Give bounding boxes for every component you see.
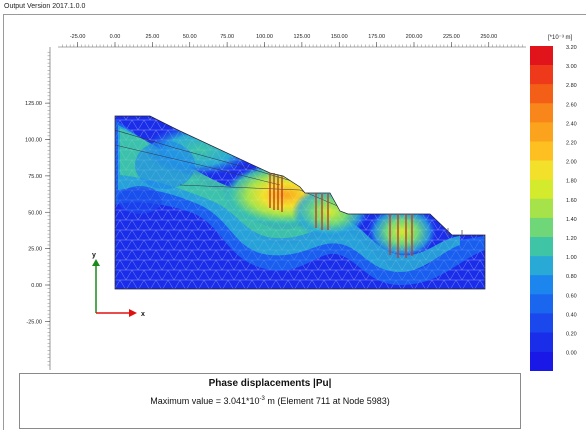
legend-swatch xyxy=(530,179,553,200)
y-tick-label: 25.00 xyxy=(28,247,42,253)
output-plot-frame xyxy=(3,14,586,430)
y-tick-label: 75.00 xyxy=(28,174,42,180)
y-tick-label: -25.00 xyxy=(26,319,42,325)
y-tick-label: 50.00 xyxy=(28,210,42,216)
legend-swatch xyxy=(530,84,553,104)
legend-value-label: 0.40 xyxy=(566,312,577,318)
legend-swatch xyxy=(530,332,553,352)
legend-value-label: 3.00 xyxy=(566,64,577,70)
legend-value-label: 1.00 xyxy=(566,255,577,261)
x-tick-label: 225.00 xyxy=(443,34,460,40)
legend-swatch xyxy=(530,46,553,66)
legend-swatch xyxy=(530,122,553,142)
legend-value-label: 1.60 xyxy=(566,198,577,204)
result-info-box: Phase displacements |Pu| Maximum value =… xyxy=(19,373,521,429)
y-tick-label: 100.00 xyxy=(25,138,42,144)
legend-swatch xyxy=(530,351,553,371)
y-tick-label: 0.00 xyxy=(31,283,42,289)
x-tick-label: 75.00 xyxy=(220,34,234,40)
axis-indicator: y x xyxy=(92,252,145,318)
max-value-text: Maximum value = 3.041*10-3 m (Element 71… xyxy=(150,396,390,406)
x-tick-label: 100.00 xyxy=(256,34,273,40)
legend-swatch xyxy=(530,275,553,295)
x-tick-label: 175.00 xyxy=(368,34,385,40)
legend-swatch xyxy=(530,256,553,276)
legend-value-label: 1.80 xyxy=(566,179,577,185)
legend-swatch xyxy=(530,103,553,123)
legend-unit-label: [*10⁻³ m] xyxy=(548,35,573,41)
x-tick-label: 50.00 xyxy=(183,34,197,40)
x-tick-label: 0.00 xyxy=(110,34,121,40)
legend-value-label: 2.40 xyxy=(566,121,577,127)
legend-value-label: 1.20 xyxy=(566,236,577,242)
legend-swatch xyxy=(530,65,553,85)
legend-value-label: 2.20 xyxy=(566,141,577,147)
legend-swatch xyxy=(530,313,553,333)
legend-value-label: 2.60 xyxy=(566,102,577,108)
legend-swatch xyxy=(530,141,553,161)
x-tick-label: 200.00 xyxy=(406,34,423,40)
color-legend: [*10⁻³ m] 3.20 3.00 2.80 2.60 2.40 2.20 2.00 1.… xyxy=(530,35,577,371)
y-ruler: 125.00 100.00 75.00 50.00 25.00 0.00 -25.00 xyxy=(25,47,51,370)
x-ruler: -25.00 0.00 25.00 50.00 75.00 100.00 125.00 150… xyxy=(58,34,526,48)
legend-value-label: 2.00 xyxy=(566,160,577,166)
legend-value-label: 0.20 xyxy=(566,332,577,338)
y-tick-label: 125.00 xyxy=(25,101,42,107)
legend-value-label: 0.00 xyxy=(566,351,577,357)
legend-swatch xyxy=(530,294,553,314)
soil-model[interactable] xyxy=(110,110,490,295)
x-tick-label: -25.00 xyxy=(70,34,86,40)
x-tick-label: 150.00 xyxy=(331,34,348,40)
legend-swatch xyxy=(530,217,553,238)
legend-value-label: 0.80 xyxy=(566,274,577,280)
y-axis-label: y xyxy=(92,252,96,259)
legend-value-label: 3.20 xyxy=(566,45,577,51)
legend-value-label: 2.80 xyxy=(566,83,577,89)
version-label: Output Version 2017.1.0.0 xyxy=(4,3,86,10)
legend-swatch xyxy=(530,198,553,219)
legend-swatch xyxy=(530,160,553,180)
x-tick-label: 25.00 xyxy=(145,34,159,40)
legend-value-label: 1.40 xyxy=(566,217,577,223)
x-tick-label: 250.00 xyxy=(480,34,497,40)
legend-value-label: 0.60 xyxy=(566,293,577,299)
result-title: Phase displacements |Pu| xyxy=(208,378,332,389)
x-tick-label: 125.00 xyxy=(293,34,310,40)
x-axis-label: x xyxy=(141,311,145,318)
legend-swatch xyxy=(530,237,553,257)
